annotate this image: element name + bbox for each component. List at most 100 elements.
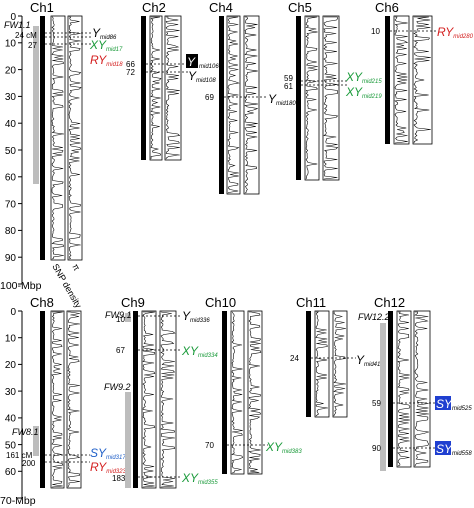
- marker-xymid383: XYmid383: [265, 440, 302, 455]
- marker-xymid334: XYmid334: [181, 344, 218, 359]
- svg-text:XYmid219: XYmid219: [345, 85, 382, 100]
- region-label: FW9.1: [105, 310, 132, 320]
- chromosome-label: Ch6: [375, 0, 399, 15]
- bottom-axis-end: 70-Mbp: [0, 495, 36, 507]
- density-trace: [165, 16, 181, 160]
- marker-rymid18: RYmid18: [90, 53, 123, 68]
- density-trace: [333, 311, 346, 416]
- region-bar: [125, 392, 131, 488]
- marker-ymid180: Ymid180: [268, 92, 296, 107]
- marker-xymid355: XYmid355: [181, 471, 218, 486]
- top-tick-10: 10: [5, 39, 17, 50]
- pi-profile: [323, 16, 339, 180]
- bottom-tick-10: 10: [5, 334, 17, 345]
- density-trace: [315, 311, 328, 417]
- marker-rymid280: RYmid280: [437, 25, 474, 40]
- chromosome-ch2: Ch2 66 72 Y mid106 Ymid108: [126, 0, 219, 161]
- chromosome-bar: [219, 16, 224, 194]
- svg-text:XYmid334: XYmid334: [181, 344, 218, 359]
- density-trace: [231, 311, 244, 474]
- svg-text:Ymid108: Ymid108: [188, 69, 216, 84]
- density-trace: [248, 311, 262, 474]
- density-trace: [394, 16, 409, 144]
- snp-density-profile: [315, 311, 328, 417]
- svg-text:RYmid280: RYmid280: [437, 25, 474, 40]
- top-tick-20: 20: [5, 65, 17, 76]
- svg-text:XYmid215: XYmid215: [345, 70, 382, 85]
- marker-symid558: SY mid558: [435, 441, 472, 457]
- svg-text:Ymid415: Ymid415: [356, 353, 384, 368]
- chromosome-label: Ch10: [205, 295, 236, 310]
- top-tick-80: 80: [5, 226, 17, 237]
- bottom-tick-20: 20: [5, 360, 17, 371]
- snp-density-profile: [231, 311, 244, 474]
- chromosome-label: Ch5: [288, 0, 312, 15]
- density-trace: [323, 16, 339, 180]
- density-trace: [244, 16, 259, 194]
- marker-ymid108: Ymid108: [188, 69, 216, 84]
- chromosome-label: Ch2: [142, 0, 166, 15]
- density-trace: [160, 311, 176, 488]
- chromosome-ch11: Ch11 24 Ymid415: [290, 295, 384, 418]
- density-trace: [414, 311, 429, 467]
- marker-ymid336: Ymid336: [182, 309, 210, 324]
- chromosome-label: Ch11: [296, 295, 326, 310]
- density-trace: [305, 16, 319, 180]
- snp-density-profile: [394, 16, 409, 144]
- svg-text:XYmid355: XYmid355: [181, 471, 218, 486]
- svg-text:Y: Y: [187, 55, 196, 69]
- region-label: FW1.1: [4, 20, 31, 30]
- svg-text:XYmid383: XYmid383: [265, 440, 302, 455]
- chromosome-bar: [40, 16, 45, 260]
- left-marker-label: 183: [112, 474, 126, 483]
- top-panel: 0 10 20 30 40 50 60 70 80 90 100-Mbp Ch1…: [0, 0, 474, 310]
- top-tick-60: 60: [5, 173, 17, 184]
- chromosome-bar: [40, 311, 45, 488]
- snp-density-profile: [51, 311, 64, 488]
- density-trace: [67, 311, 81, 488]
- pi-profile: [244, 16, 259, 194]
- bottom-tick-30: 30: [5, 387, 17, 398]
- chromosome-ch10: Ch10 70 XYmid383: [205, 295, 302, 475]
- pi-profile: [68, 16, 82, 260]
- svg-text:Ymid336: Ymid336: [182, 309, 210, 324]
- top-tick-50: 50: [5, 146, 17, 157]
- svg-text:SYmid317: SYmid317: [90, 446, 126, 461]
- chromosome-bar: [385, 16, 390, 144]
- snp-density-profile: [305, 16, 319, 180]
- top-tick-30: 30: [5, 92, 17, 103]
- bottom-tick-40: 40: [5, 414, 17, 425]
- left-marker-label: 59: [372, 399, 381, 408]
- bottom-tick-60: 60: [5, 467, 17, 478]
- region-label: FW12.2: [358, 312, 390, 322]
- svg-text:mid106: mid106: [199, 64, 219, 70]
- snp-density-profile: [142, 311, 156, 488]
- left-marker-label: 10: [371, 27, 380, 36]
- pi-profile: [333, 311, 346, 416]
- marker-symid525: SY mid525: [435, 396, 472, 412]
- snp-density-profile: [227, 16, 240, 194]
- snp-density-profile: [51, 16, 65, 260]
- left-marker-label: 67: [116, 346, 125, 355]
- pi-track: [247, 310, 263, 475]
- chromosome-ch5: Ch5 59 61 XYmid215 XYmid219: [284, 0, 382, 181]
- marker-xymid215: XYmid215: [345, 70, 382, 85]
- chromosome-ch8: Ch8 FW8.1 161 cM 200 SYmid317 RYmid323: [6, 295, 127, 489]
- left-marker-label: 27: [28, 41, 37, 50]
- chromosome-bar: [306, 311, 311, 417]
- left-marker-label: 59: [284, 74, 293, 83]
- chromosome-bar: [222, 311, 227, 474]
- density-trace: [413, 16, 431, 144]
- pi-profile: [160, 311, 176, 488]
- density-trace: [397, 311, 411, 467]
- left-marker-label: 200: [22, 459, 36, 468]
- pi-label: π: [70, 262, 82, 272]
- region-label: FW9.2: [104, 382, 131, 392]
- pi-profile: [67, 311, 81, 488]
- chromosome-ch12: Ch12 FW12.2 59 90 SY mid525 SY mid558: [358, 295, 472, 471]
- top-tick-70: 70: [5, 199, 17, 210]
- marker-ymid415: Ymid415: [356, 353, 384, 368]
- left-marker-label: 90: [372, 444, 381, 453]
- chromosome-bar: [296, 16, 301, 180]
- region-bar: [380, 323, 386, 471]
